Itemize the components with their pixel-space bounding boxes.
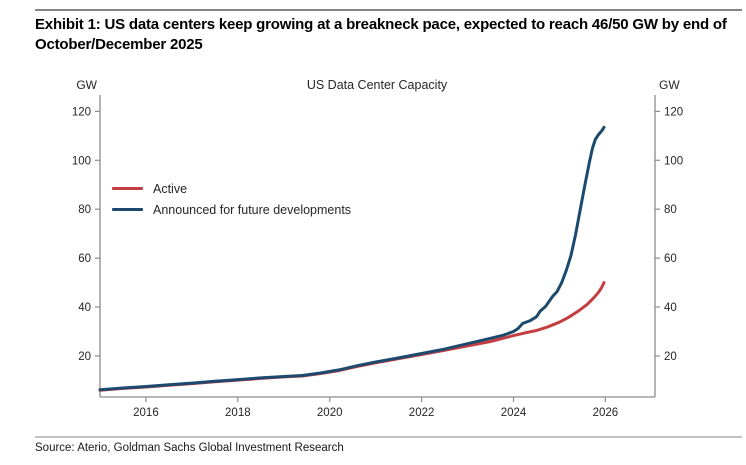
- right-tick-label: 40: [664, 302, 677, 314]
- left-tick-label: 100: [72, 155, 91, 167]
- source-divider: [35, 436, 742, 438]
- left-axis-unit-label: GW: [76, 78, 97, 92]
- x-tick-label: 2024: [501, 407, 527, 419]
- chart-legend: Active Announced for future developments: [112, 178, 351, 220]
- legend-item-announced: Announced for future developments: [112, 199, 351, 220]
- chart-series: [98, 125, 606, 392]
- right-tick-label: 100: [664, 155, 683, 167]
- legend-item-active: Active: [112, 178, 351, 199]
- exhibit-title: Exhibit 1: US data centers keep growing …: [35, 16, 727, 53]
- series-line-announced: [98, 125, 606, 392]
- source-text: Source: Aterio, Goldman Sachs Global Inv…: [35, 442, 344, 454]
- right-tick-label: 20: [664, 351, 677, 363]
- right-axis-unit-label: GW: [659, 78, 680, 92]
- left-tick-label: 20: [78, 351, 91, 363]
- chart-title: US Data Center Capacity: [307, 78, 448, 92]
- legend-label-announced: Announced for future developments: [153, 202, 352, 217]
- legend-label-active: Active: [153, 181, 188, 196]
- x-tick-label: 2016: [133, 407, 159, 419]
- top-divider: [35, 9, 742, 11]
- left-tick-label: 120: [72, 106, 91, 118]
- right-tick-label: 80: [664, 204, 677, 216]
- x-tick-label: 2018: [225, 407, 251, 419]
- legend-swatch-active: [112, 186, 143, 191]
- left-tick-label: 40: [78, 302, 91, 314]
- left-tick-label: 80: [78, 204, 91, 216]
- series-line-active: [98, 281, 606, 392]
- chart-area: GW US Data Center Capacity GW 20 20 40 40 60…: [0, 70, 746, 425]
- right-tick-label: 60: [664, 253, 677, 265]
- x-tick-label: 2020: [317, 407, 343, 419]
- left-tick-label: 60: [78, 253, 91, 265]
- right-tick-label: 120: [664, 106, 683, 118]
- legend-swatch-announced: [112, 207, 143, 212]
- x-tick-label: 2026: [593, 407, 619, 419]
- x-tick-label: 2022: [409, 407, 435, 419]
